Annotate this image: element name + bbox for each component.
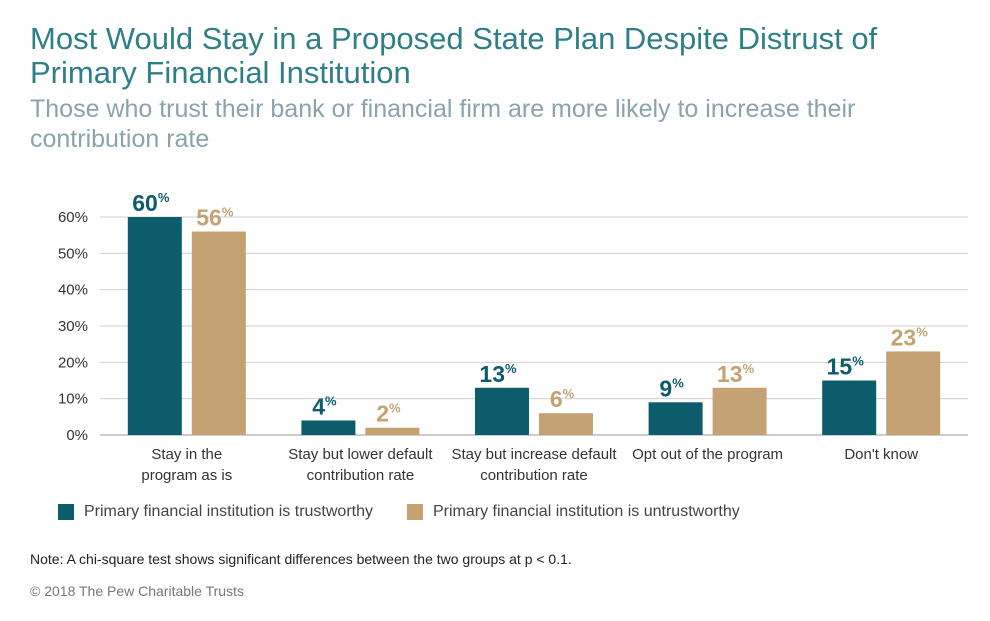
- legend-swatch-trustworthy: [58, 504, 74, 520]
- x-tick-label: Opt out of the program: [632, 446, 783, 463]
- y-tick-label: 40%: [58, 282, 88, 299]
- y-tick-label: 0%: [66, 427, 88, 444]
- bar: [712, 387, 767, 435]
- x-tick-label: Stay but lower default contribution rate: [288, 446, 433, 484]
- data-label: 23%: [891, 324, 929, 350]
- legend-item-untrustworthy: Primary financial institution is untrust…: [406, 503, 740, 521]
- data-label: 60%: [132, 190, 170, 216]
- data-label: 6%: [550, 386, 575, 412]
- y-tick-label: 60%: [58, 209, 88, 226]
- data-label: 4%: [312, 393, 337, 419]
- x-tick-label: Stay in the program as is: [141, 446, 232, 484]
- bar: [475, 387, 529, 435]
- footnote: Note: A chi-square test shows significan…: [30, 551, 572, 567]
- x-tick-label: Stay but increase default contribution ra…: [451, 446, 617, 484]
- y-tick-label: 50%: [58, 245, 88, 262]
- legend-swatch-untrustworthy: [406, 504, 423, 520]
- x-tick-label: Don't know: [844, 446, 918, 463]
- y-tick-label: 20%: [58, 354, 88, 371]
- y-tick-label: 10%: [58, 391, 88, 408]
- legend-label-trustworthy: Primary financial institution is trustwo…: [84, 503, 373, 520]
- data-label: 2%: [376, 401, 401, 427]
- bar: [365, 427, 420, 435]
- data-label: 13%: [479, 361, 517, 387]
- bar: [191, 231, 246, 435]
- bar: [648, 402, 703, 435]
- bar-chart: 0% 10% 20% 30% 40% 50% 60% Stay in the program a…: [58, 190, 968, 484]
- chart-subtitle: Those who trust their bank or financial …: [30, 95, 856, 153]
- y-tick-label: 30%: [58, 318, 88, 335]
- data-label: 13%: [717, 361, 755, 387]
- data-label: 9%: [659, 375, 684, 401]
- bar: [127, 217, 182, 435]
- bar: [539, 413, 593, 435]
- legend-item-trustworthy: Primary financial institution is trustwo…: [58, 503, 373, 521]
- bar: [301, 420, 356, 435]
- bar: [886, 351, 941, 435]
- legend: Primary financial institution is trustwo…: [58, 503, 740, 521]
- copyright: © 2018 The Pew Charitable Trusts: [30, 583, 244, 599]
- chart-title: Most Would Stay in a Proposed State Plan…: [30, 21, 878, 90]
- legend-label-untrustworthy: Primary financial institution is untrust…: [432, 503, 740, 520]
- data-label: 56%: [196, 205, 234, 231]
- data-label: 15%: [827, 354, 865, 380]
- bar: [822, 380, 877, 435]
